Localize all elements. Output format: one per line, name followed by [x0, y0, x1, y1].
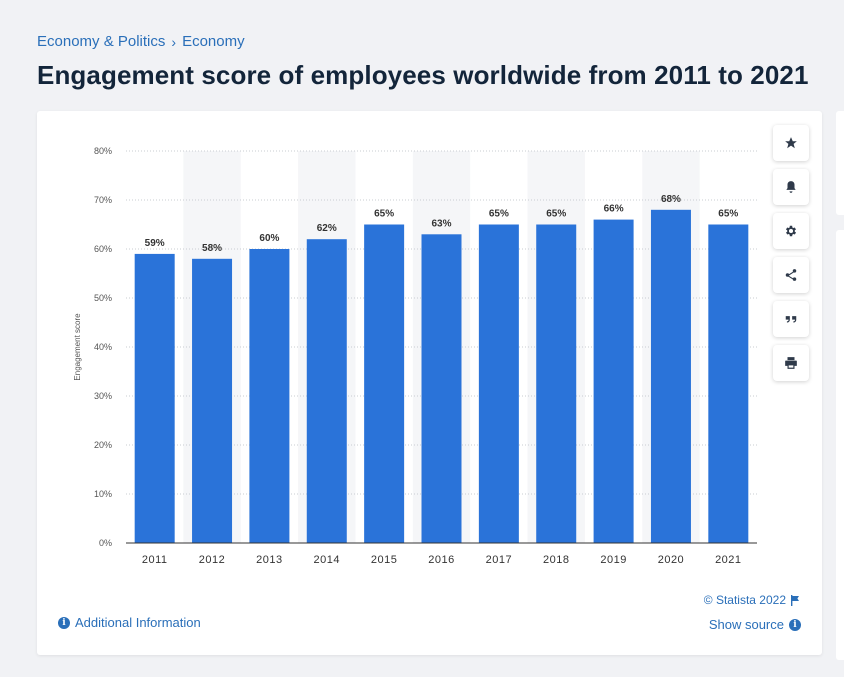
share-button[interactable] — [773, 257, 809, 293]
y-tick-label: 40% — [94, 342, 112, 352]
bar[interactable] — [421, 234, 462, 544]
y-tick-label: 20% — [94, 440, 112, 450]
y-tick-label: 60% — [94, 244, 112, 254]
flag-icon — [791, 594, 799, 606]
bar[interactable] — [134, 253, 175, 543]
bar[interactable] — [708, 224, 749, 544]
cite-button[interactable] — [773, 301, 809, 337]
additional-information-link[interactable]: i Additional Information — [58, 615, 201, 630]
x-tick-label: 2017 — [486, 554, 512, 566]
bar[interactable] — [478, 224, 519, 544]
share-icon — [785, 269, 797, 281]
y-tick-label: 0% — [99, 538, 112, 548]
copyright-label: © Statista 2022 — [703, 593, 786, 607]
x-tick-label: 2019 — [600, 554, 626, 566]
additional-information-label: Additional Information — [75, 615, 201, 630]
bar[interactable] — [650, 209, 691, 544]
data-label: 62% — [317, 223, 337, 234]
show-source-label: Show source — [708, 617, 784, 632]
quote-icon — [785, 316, 797, 323]
bar[interactable] — [192, 258, 233, 543]
x-tick-label: 2015 — [371, 554, 397, 566]
bar[interactable] — [249, 249, 290, 543]
data-label: 59% — [145, 238, 165, 249]
data-label: 65% — [546, 209, 566, 220]
print-button[interactable] — [773, 345, 809, 381]
data-label: 65% — [489, 209, 509, 220]
data-label: 65% — [718, 209, 738, 220]
show-source-link[interactable]: Show source i — [709, 617, 801, 632]
info-icon: i — [789, 618, 801, 631]
star-icon — [785, 137, 797, 149]
y-tick-label: 30% — [94, 391, 112, 401]
y-tick-label: 50% — [94, 293, 112, 303]
chart-toolbar — [773, 125, 809, 381]
favorite-button[interactable] — [773, 125, 809, 161]
breadcrumb-separator: › — [171, 33, 177, 50]
bar[interactable] — [593, 219, 634, 543]
settings-button[interactable] — [773, 213, 809, 249]
gear-icon — [785, 225, 797, 237]
x-tick-label: 2018 — [543, 554, 569, 566]
data-label: 63% — [431, 218, 451, 229]
x-tick-label: 2021 — [715, 554, 741, 566]
data-label: 66% — [604, 204, 624, 215]
data-label: 65% — [374, 209, 394, 220]
side-card-lower — [836, 230, 844, 660]
print-icon — [785, 357, 797, 369]
bell-icon — [786, 181, 796, 193]
breadcrumb: Economy & Politics › Economy — [37, 33, 245, 50]
notification-button[interactable] — [773, 169, 809, 205]
y-tick-label: 10% — [94, 489, 112, 499]
data-label: 60% — [259, 233, 279, 244]
bar-chart: 0% 10% 20% 30% 40% 50% 60% 70% 80% 59% 2011 58% 2012… — [73, 146, 757, 566]
bar[interactable] — [536, 224, 577, 544]
y-tick-label: 80% — [94, 146, 112, 156]
side-card — [836, 111, 844, 215]
copyright-link[interactable]: © Statista 2022 — [704, 593, 800, 607]
data-label: 68% — [661, 194, 681, 205]
x-tick-label: 2013 — [256, 554, 282, 566]
x-tick-label: 2012 — [199, 554, 225, 566]
y-axis-label: Engagement score — [73, 313, 82, 381]
info-icon: i — [58, 616, 70, 629]
breadcrumb-link-economy[interactable]: Economy — [182, 33, 245, 50]
y-tick-label: 70% — [94, 195, 112, 205]
data-label: 58% — [202, 243, 222, 254]
x-tick-label: 2014 — [314, 554, 340, 566]
breadcrumb-link-economy-politics[interactable]: Economy & Politics — [37, 33, 166, 50]
x-tick-label: 2011 — [142, 554, 168, 566]
x-tick-label: 2016 — [428, 554, 454, 566]
bar[interactable] — [364, 224, 405, 544]
page-title: Engagement score of employees worldwide … — [37, 60, 809, 90]
bar[interactable] — [306, 239, 347, 543]
x-tick-label: 2020 — [658, 554, 684, 566]
